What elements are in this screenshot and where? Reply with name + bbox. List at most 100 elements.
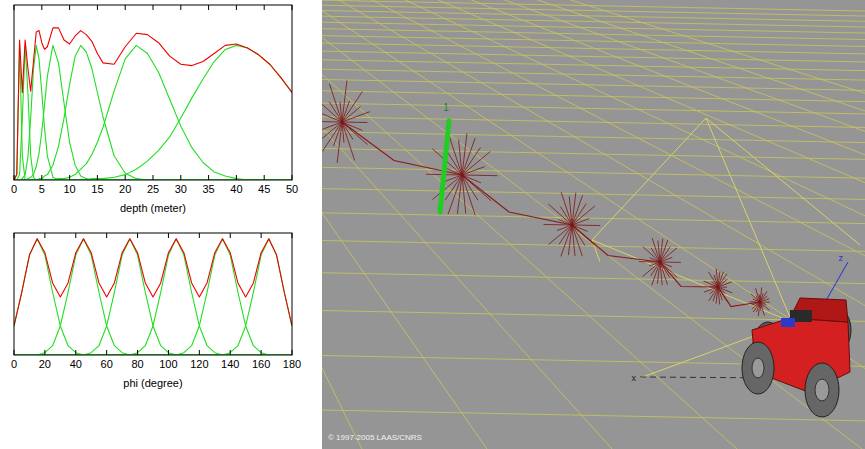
uncertainty-ray — [342, 122, 344, 143]
x-tick-top — [97, 5, 98, 10]
x-tick-label: 40 — [230, 183, 242, 195]
figure: 05101520253035404550depth (meter)0204060… — [0, 0, 865, 449]
frame-label: x — [632, 373, 637, 383]
grid-line — [322, 167, 865, 178]
uncertainty-ray — [544, 224, 572, 226]
frame-label: z — [839, 253, 844, 263]
uncertainty-ray — [432, 175, 462, 200]
grid-line — [322, 241, 865, 252]
grid-line — [322, 0, 865, 449]
x-tick-label: 120 — [190, 358, 208, 370]
x-tick-label: 100 — [159, 358, 177, 370]
grid-line — [322, 0, 615, 449]
x-tick-top — [292, 5, 293, 10]
x-tick-top — [14, 5, 15, 10]
x-tick — [14, 350, 15, 355]
x-tick-label: 20 — [119, 183, 131, 195]
x-axis-title: phi (degree) — [123, 377, 182, 389]
x-tick — [236, 175, 237, 180]
x-tick-top — [153, 5, 154, 10]
series-line — [14, 239, 292, 355]
uncertainty-ray — [342, 107, 360, 122]
uncertainty-ray — [342, 92, 362, 122]
x-tick-top — [69, 5, 70, 10]
x-tick — [44, 350, 45, 355]
x-tick-top — [236, 5, 237, 10]
series-group — [14, 239, 292, 355]
x-tick — [125, 175, 126, 180]
x-tick — [41, 175, 42, 180]
x-tick — [264, 175, 265, 180]
grid-line — [322, 189, 865, 200]
uncertainty-ray — [462, 175, 475, 215]
uncertainty-ray — [643, 262, 660, 276]
grid-line — [322, 51, 865, 62]
x-tick-label: 0 — [11, 358, 17, 370]
robot — [742, 298, 851, 417]
uncertainty-ray — [322, 122, 342, 139]
uncertainty-ray — [340, 102, 342, 122]
x-tick — [137, 350, 138, 355]
series-line — [14, 45, 292, 180]
x-tick — [97, 175, 98, 180]
uncertainty-ray — [760, 302, 765, 316]
copyright: © 1997-2005 LAAS/CNRS — [328, 433, 422, 442]
frustum-line — [592, 240, 792, 322]
x-tick-label: 80 — [131, 358, 143, 370]
x-tick — [106, 350, 107, 355]
x-tick-label: 0 — [11, 183, 17, 195]
sensor-mount — [781, 318, 795, 327]
uncertainty-ray — [322, 121, 342, 123]
uncertainty-ray — [658, 240, 660, 262]
series-line — [14, 239, 292, 355]
plot-frame — [14, 5, 292, 180]
x-tick-label: 60 — [101, 358, 113, 370]
uncertainty-ray — [716, 269, 718, 287]
x-tick-label: 25 — [147, 183, 159, 195]
uncertainty-ray — [660, 262, 681, 263]
x-tick-top — [44, 233, 45, 238]
grid-line — [322, 273, 865, 284]
x-tick — [75, 350, 76, 355]
uncertainty-ray — [751, 302, 760, 305]
trajectory — [342, 122, 760, 307]
x-tick-label: 10 — [63, 183, 75, 195]
x-tick-top — [292, 233, 293, 238]
hub — [815, 379, 829, 401]
uncertainty-ray — [561, 192, 572, 225]
uncertainty-ray — [462, 167, 485, 175]
uncertainty-ray — [322, 122, 342, 151]
grid-line — [322, 117, 865, 128]
series-line — [14, 239, 292, 355]
uncertainty-ray — [322, 100, 342, 122]
uncertainty-ray — [710, 287, 718, 294]
x-tick-top — [75, 233, 76, 238]
x-tick-label: 50 — [286, 183, 298, 195]
x-tick — [199, 350, 200, 355]
uncertainty-ray — [329, 102, 342, 122]
uncertainty-ray — [660, 262, 667, 285]
chart-panel: 020406080100120140160180phi (degree) — [11, 233, 301, 389]
x-tick-top — [14, 233, 15, 238]
uncertainty-ray — [718, 287, 720, 305]
uncertainty-ray — [572, 206, 595, 225]
x-tick-label: 45 — [258, 183, 270, 195]
x-tick — [180, 175, 181, 180]
robot-top — [790, 298, 848, 322]
series-group — [14, 28, 292, 180]
uncertainty-ray — [704, 287, 718, 292]
uncertainty-ray — [462, 147, 481, 175]
series-line — [14, 239, 292, 326]
x-tick — [230, 350, 231, 355]
uncertainty-ray — [462, 175, 466, 213]
uncertainty-ray — [459, 140, 462, 175]
x-tick — [14, 175, 15, 180]
landmark-label: 1 — [443, 102, 449, 113]
grid-line — [322, 410, 865, 421]
frustum-line — [706, 118, 860, 245]
wheel — [742, 342, 774, 394]
uncertainty-ray — [718, 282, 732, 287]
x-tick-top — [106, 233, 107, 238]
chart-panel: 05101520253035404550depth (meter) — [11, 5, 298, 214]
uncertainty-ray — [660, 262, 662, 285]
